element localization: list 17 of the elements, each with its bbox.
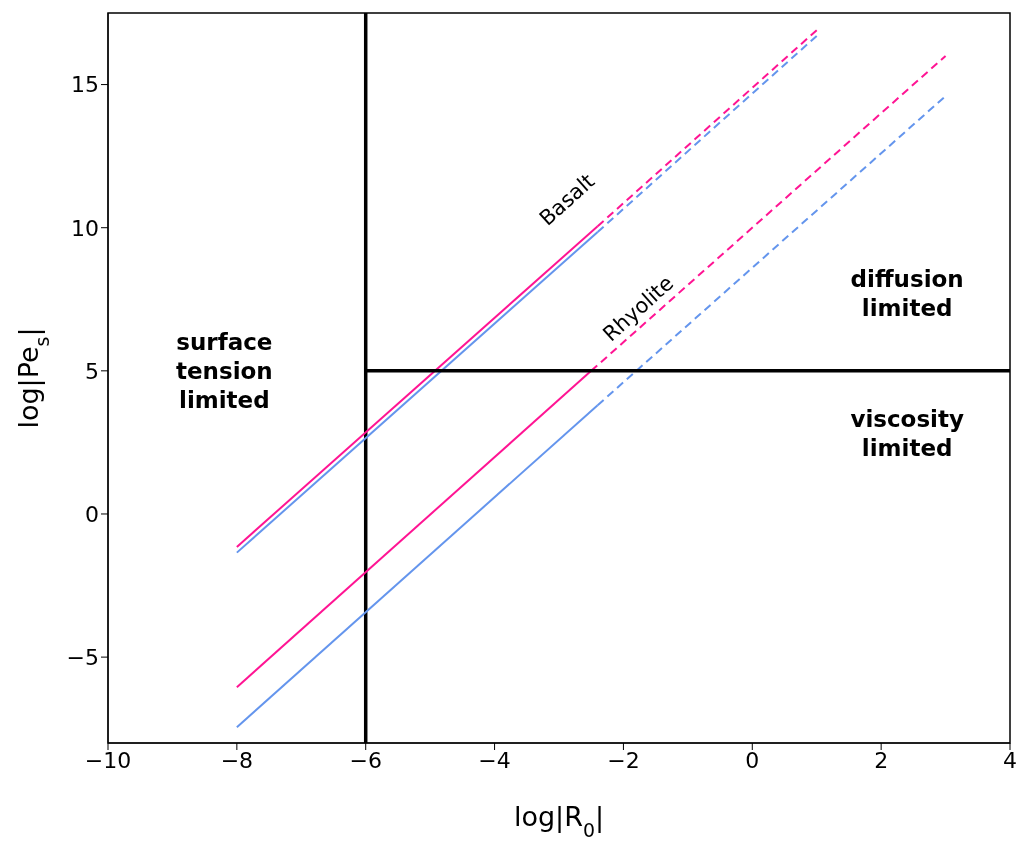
x-tick-label: 2: [874, 747, 889, 773]
annotation: diffusion limited: [850, 265, 964, 321]
x-tick-label: −2: [607, 747, 640, 773]
y-tick-label: 0: [85, 501, 99, 527]
x-axis-title: log|R$_{0}$|: [513, 801, 605, 841]
y-tick-label: 5: [85, 358, 99, 384]
x-tick-label: 0: [745, 747, 760, 773]
x-tick-label: 4: [1003, 747, 1017, 773]
annotation: surface tension limited: [176, 328, 273, 413]
x-tick-label: −8: [220, 747, 254, 773]
x-tick-label: −4: [478, 747, 511, 773]
x-tick-label: −10: [84, 747, 132, 773]
x-tick-label: −6: [349, 747, 382, 773]
y-tick-label: 15: [71, 72, 99, 98]
y-tick-label: 10: [71, 215, 99, 241]
annotation: viscosity limited: [850, 405, 964, 461]
y-tick-label: −5: [66, 644, 99, 670]
